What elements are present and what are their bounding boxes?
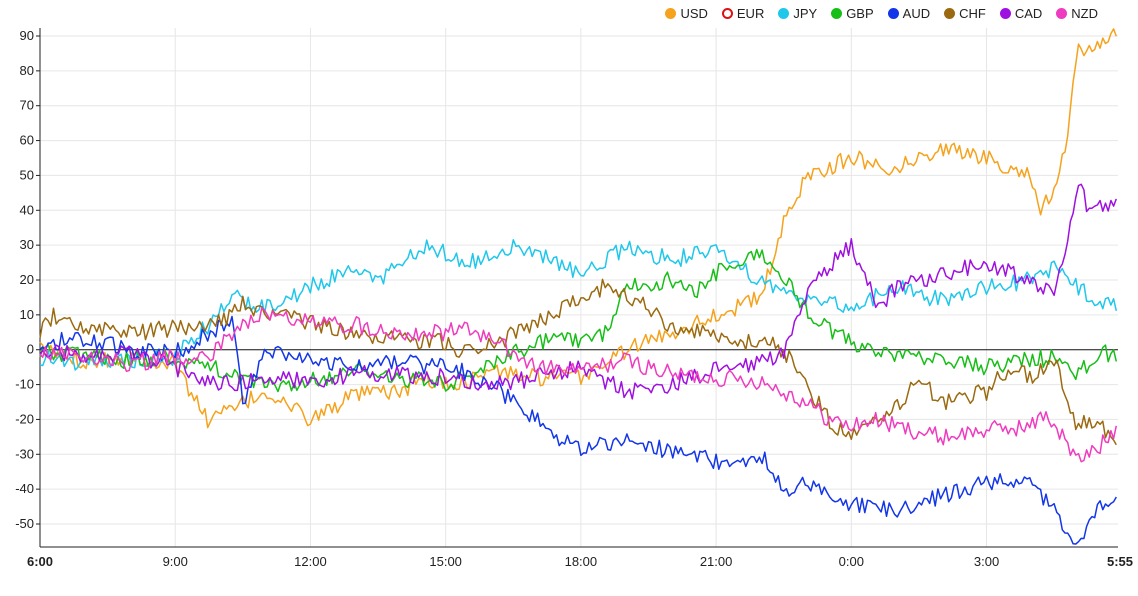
legend-item-chf[interactable]: CHF xyxy=(944,6,986,21)
legend-label: NZD xyxy=(1071,6,1098,21)
y-tick-label: -40 xyxy=(15,481,34,496)
legend-marker xyxy=(831,8,843,19)
y-tick-label: -50 xyxy=(15,516,34,531)
legend-marker xyxy=(778,8,790,19)
y-tick-label: 20 xyxy=(20,272,34,287)
x-axis: 6:00 9:00 12:00 15:00 18:00 21:00 0:00 3:00 5:55 xyxy=(27,546,1133,569)
legend-item-gbp[interactable]: GBP xyxy=(831,6,874,21)
y-tick-label: 30 xyxy=(20,237,34,252)
y-tick-label: 90 xyxy=(20,28,34,43)
legend-item-usd[interactable]: USD xyxy=(665,6,708,21)
y-tick-label: 40 xyxy=(20,202,34,217)
legend-item-nzd[interactable]: NZD xyxy=(1056,6,1098,21)
legend-label: USD xyxy=(680,6,708,21)
x-tick-label: 5:55 xyxy=(1107,554,1133,569)
legend-label: JPY xyxy=(793,6,818,21)
series-line-cad xyxy=(39,183,1118,400)
x-tick-label: 15:00 xyxy=(429,554,462,569)
series-line-jpy xyxy=(39,239,1118,371)
x-tick-label: 0:00 xyxy=(839,554,864,569)
x-tick-label: 6:00 xyxy=(27,554,53,569)
legend-marker xyxy=(999,8,1011,19)
y-tick-label: -10 xyxy=(15,377,34,392)
y-tick-label: -30 xyxy=(15,446,34,461)
legend-item-cad[interactable]: CAD xyxy=(999,6,1043,21)
y-tick-label: 0 xyxy=(27,342,34,357)
x-tick-label: 21:00 xyxy=(700,554,733,569)
legend-marker xyxy=(944,8,956,19)
legend-label: EUR xyxy=(736,6,765,21)
legend-label: CHF xyxy=(959,6,986,21)
x-tick-label: 3:00 xyxy=(974,554,999,569)
y-tick-label: 60 xyxy=(20,133,34,148)
legend: USD EUR JPY GBP AUD CHF CAD NZD xyxy=(665,6,1098,21)
y-tick-label: -20 xyxy=(15,411,34,426)
legend-label: AUD xyxy=(902,6,931,21)
series-line-gbp xyxy=(39,248,1118,393)
legend-item-jpy[interactable]: JPY xyxy=(778,6,817,21)
y-tick-label: 10 xyxy=(20,307,34,322)
legend-marker xyxy=(887,8,899,19)
legend-item-eur[interactable]: EUR xyxy=(721,6,765,21)
legend-marker xyxy=(1056,8,1068,19)
series-line-nzd xyxy=(39,306,1118,463)
series-lines xyxy=(39,28,1118,545)
grid xyxy=(40,28,1118,547)
legend-label: CAD xyxy=(1014,6,1043,21)
legend-marker xyxy=(721,8,733,19)
series-line-usd xyxy=(39,28,1118,429)
y-tick-label: 70 xyxy=(20,98,34,113)
y-axis: 90 80 70 60 50 40 30 20 10 0 -10 -20 -30 -40 -50 xyxy=(15,28,41,547)
series-line-chf xyxy=(39,278,1117,446)
y-tick-label: 80 xyxy=(20,63,34,78)
legend-marker xyxy=(665,8,677,19)
x-tick-label: 12:00 xyxy=(294,554,327,569)
x-tick-label: 18:00 xyxy=(565,554,598,569)
series-line-aud xyxy=(39,315,1117,545)
y-tick-label: 50 xyxy=(20,167,34,182)
legend-label: GBP xyxy=(846,6,874,21)
legend-item-aud[interactable]: AUD xyxy=(887,6,931,21)
x-tick-label: 9:00 xyxy=(163,554,188,569)
